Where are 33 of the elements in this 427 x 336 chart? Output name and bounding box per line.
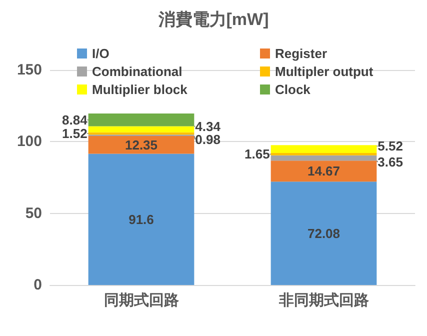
data-label: 0.98 xyxy=(195,132,220,147)
bar xyxy=(88,136,194,154)
y-tick-label: 0 xyxy=(34,276,42,294)
bar xyxy=(270,155,377,161)
legend-label: Clock xyxy=(275,82,312,97)
data-label: 14.67 xyxy=(307,164,340,179)
legend-label: I/O xyxy=(92,46,110,61)
data-label: 12.35 xyxy=(124,137,158,152)
bar xyxy=(270,182,377,285)
chart-title: 消費電力[mW] xyxy=(157,10,269,29)
x-tick-label: 非同期式回路 xyxy=(278,292,369,309)
data-label: 5.52 xyxy=(378,138,403,154)
legend-label: Register xyxy=(275,46,328,61)
y-tick-label: 50 xyxy=(25,204,42,222)
y-tick-label: 100 xyxy=(16,133,42,150)
x-tick-label: 同期式回路 xyxy=(104,292,179,309)
data-label: 91.6 xyxy=(128,212,154,227)
bar xyxy=(88,132,194,135)
data-label: 72.08 xyxy=(307,226,340,241)
data-label: 3.65 xyxy=(378,154,403,170)
legend-label: Combinational xyxy=(92,64,182,79)
bar xyxy=(88,154,194,285)
data-label: 1.52 xyxy=(62,126,88,142)
data-label: 1.65 xyxy=(244,146,270,162)
legend-label: Multiplier block xyxy=(92,82,188,97)
y-tick-label: 150 xyxy=(16,62,42,78)
bar xyxy=(270,160,377,182)
bar xyxy=(88,114,194,126)
bar xyxy=(270,145,377,154)
legend-label: Multipler output xyxy=(275,64,374,79)
bar xyxy=(88,126,194,132)
data-label: 4.34 xyxy=(195,118,222,134)
data-label: 8.84 xyxy=(62,112,88,128)
